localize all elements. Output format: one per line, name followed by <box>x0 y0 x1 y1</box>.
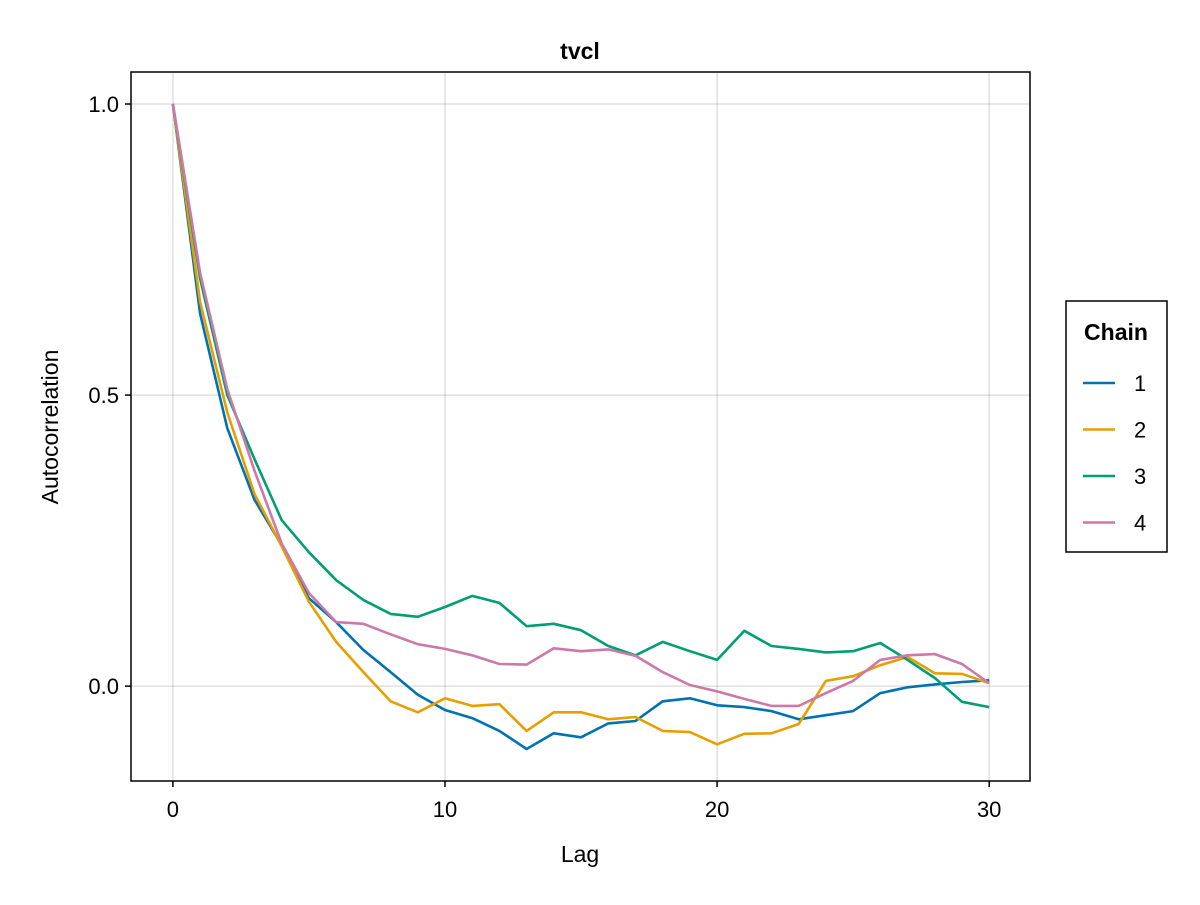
x-axis-ticks: 0 10 20 30 <box>167 781 1001 822</box>
y-tick-label: 1.0 <box>88 92 119 117</box>
series-line-chain-1 <box>171 103 990 751</box>
series-line-chain-2 <box>171 103 990 746</box>
x-axis-label: Lag <box>561 841 599 867</box>
series-line-chain-4 <box>171 103 990 708</box>
series-line-chain-3 <box>171 103 990 709</box>
series-lines <box>171 103 990 751</box>
legend-label-chain-2: 2 <box>1134 418 1146 443</box>
x-tick-label: 10 <box>433 797 457 822</box>
x-tick-label: 0 <box>167 797 179 822</box>
x-tick-label: 20 <box>705 797 729 822</box>
legend-title: Chain <box>1084 319 1148 345</box>
legend-label-chain-1: 1 <box>1134 371 1146 396</box>
legend: Chain 1 2 3 4 <box>1065 300 1168 553</box>
legend-frame <box>1065 300 1168 553</box>
y-tick-label: 0.5 <box>88 383 119 408</box>
plot-frame <box>130 71 1031 782</box>
legend-label-chain-3: 3 <box>1134 464 1146 489</box>
y-axis-label: Autocorrelation <box>37 350 63 505</box>
grid <box>131 72 1030 781</box>
y-axis-ticks: 0.0 0.5 1.0 <box>88 92 131 699</box>
legend-label-chain-4: 4 <box>1134 511 1146 536</box>
y-tick-label: 0.0 <box>88 674 119 699</box>
x-tick-label: 30 <box>977 797 1001 822</box>
chart-title: tvcl <box>560 38 600 64</box>
